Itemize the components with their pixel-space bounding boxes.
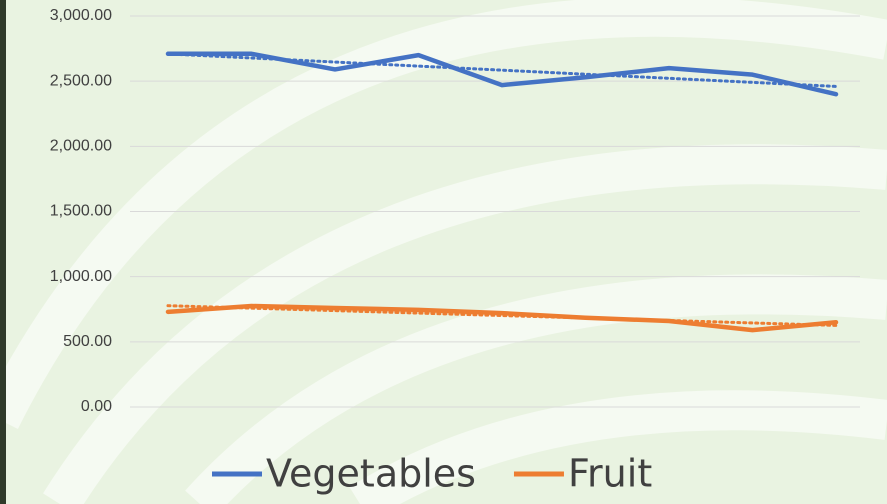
chart: 0.00 500.00 1,000.00 1,500.00 2,000.00 2,500.… <box>0 0 887 504</box>
y-tick-label: 500.00 <box>63 333 112 350</box>
y-tick-label: 3,000.00 <box>50 7 112 24</box>
legend-label: Vegetables <box>266 452 476 496</box>
y-tick-label: 0.00 <box>81 398 112 415</box>
y-tick-label: 2,000.00 <box>50 138 112 155</box>
y-tick-label: 1,500.00 <box>50 203 112 220</box>
y-tick-label: 2,500.00 <box>50 72 112 89</box>
legend-label: Fruit <box>568 452 652 496</box>
y-tick-label: 1,000.00 <box>50 268 112 285</box>
left-edge <box>0 0 6 504</box>
